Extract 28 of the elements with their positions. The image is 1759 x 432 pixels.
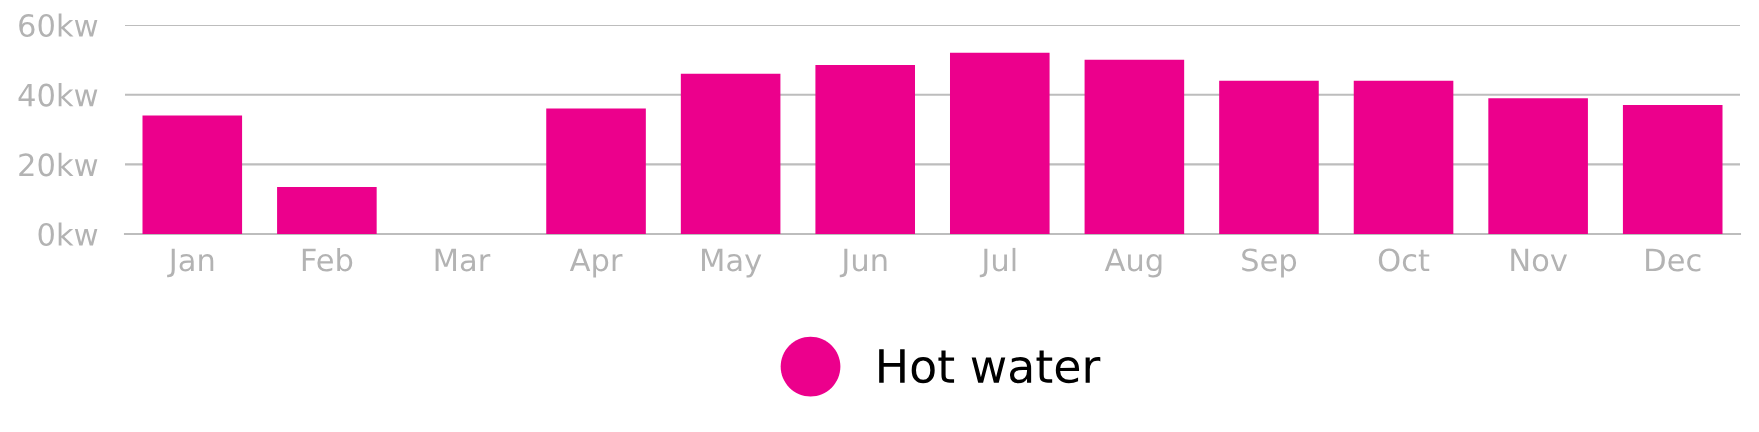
x-tick-label: Nov — [1511, 248, 1568, 272]
y-tick-label: 20kw — [19, 152, 98, 177]
x-tick-label: Sep — [1242, 248, 1297, 278]
x-tick-label: Aug — [1104, 248, 1162, 278]
bar — [1622, 105, 1723, 234]
bar — [1353, 80, 1454, 234]
bar — [1084, 59, 1185, 234]
bar — [815, 65, 915, 234]
y-tick-label: 0kw — [38, 222, 98, 247]
x-tick-label: Jan — [167, 248, 214, 278]
legend-label: Hot water — [879, 349, 1101, 384]
x-tick-label: Oct — [1378, 248, 1430, 272]
bar — [680, 73, 781, 234]
bar — [950, 52, 1050, 234]
x-tick-label: Mar — [435, 248, 491, 272]
x-tick-label: Dec — [1646, 248, 1701, 272]
x-tick-label: Apr — [569, 248, 623, 278]
bar — [546, 108, 646, 234]
bar — [142, 115, 243, 234]
bar — [1219, 80, 1319, 234]
bar — [277, 186, 377, 234]
y-tick-label: 60kw — [19, 13, 98, 38]
x-tick-label: Jun — [839, 248, 887, 278]
x-tick-label: Jul — [979, 247, 1016, 278]
x-tick-label: Feb — [302, 247, 353, 272]
y-tick-label: 40kw — [18, 83, 98, 107]
bar — [1488, 98, 1588, 234]
x-tick-label: May — [702, 248, 762, 278]
